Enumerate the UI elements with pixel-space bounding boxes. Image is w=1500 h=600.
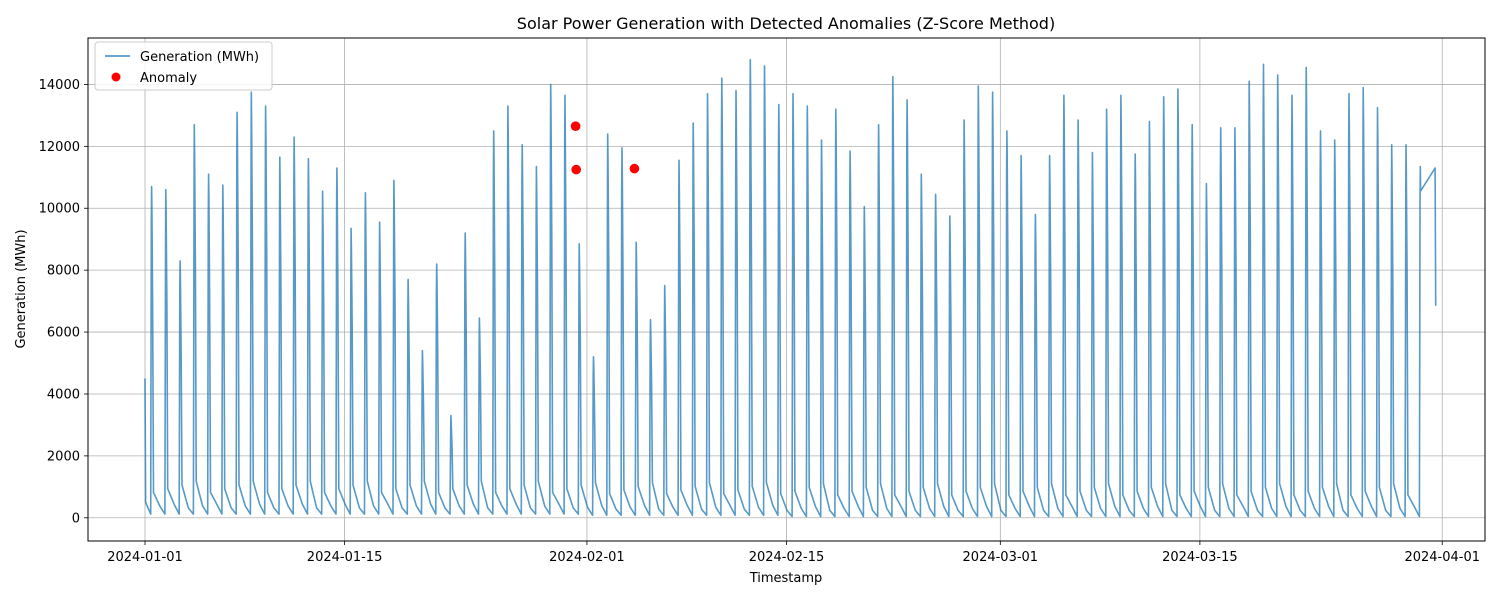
x-axis-title: Timestamp xyxy=(749,571,823,586)
grid-lines xyxy=(88,38,1485,541)
legend: Generation (MWh) Anomaly xyxy=(94,41,273,91)
anomaly-point xyxy=(571,164,581,175)
y-tick-label: 8000 xyxy=(47,264,80,279)
y-tick-label: 0 xyxy=(72,511,80,526)
y-tick-label: 4000 xyxy=(47,387,80,402)
y-tick-label: 12000 xyxy=(39,140,80,155)
anomaly-point xyxy=(570,121,581,131)
legend-box xyxy=(94,41,273,91)
y-axis-ticks: 0 2000 4000 6000 8000 10000 12000 14000 xyxy=(39,78,88,526)
legend-label-anomaly: Anomaly xyxy=(140,71,197,86)
chart-title: Solar Power Generation with Detected Ano… xyxy=(517,14,1055,33)
x-tick-label: 2024-02-15 xyxy=(749,550,825,565)
x-tick-label: 2024-02-01 xyxy=(549,550,625,565)
x-tick-label: 2024-03-01 xyxy=(963,550,1039,565)
anomaly-point xyxy=(629,163,640,174)
y-tick-label: 2000 xyxy=(47,449,80,464)
x-tick-label: 2024-01-01 xyxy=(107,550,183,565)
x-tick-label: 2024-04-01 xyxy=(1404,550,1480,565)
anomaly-points xyxy=(570,121,640,175)
x-tick-label: 2024-03-15 xyxy=(1162,550,1238,565)
y-axis-title: Generation (MWh) xyxy=(14,229,29,348)
x-tick-label: 2024-01-15 xyxy=(307,550,383,565)
legend-marker-anomaly xyxy=(111,72,121,82)
x-axis-ticks: 2024-01-01 2024-01-15 2024-02-01 2024-02-15… xyxy=(107,541,1480,565)
generation-series-line xyxy=(144,58,1437,518)
y-tick-label: 10000 xyxy=(39,202,80,217)
legend-label-generation: Generation (MWh) xyxy=(140,50,259,65)
y-tick-label: 14000 xyxy=(39,78,80,93)
y-tick-label: 6000 xyxy=(47,326,80,341)
plot-series xyxy=(144,58,1437,518)
